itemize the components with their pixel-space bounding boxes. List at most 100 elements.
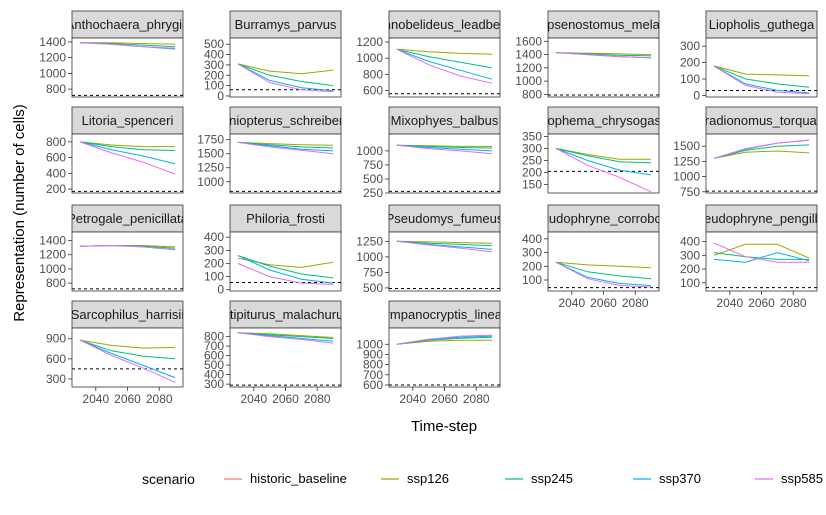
- strip-bg: [388, 10, 501, 39]
- y-tick-label: 800: [363, 358, 383, 372]
- y-tick-label: 100: [204, 79, 224, 93]
- strip-bg: [229, 204, 342, 233]
- x-tick-label: 2080: [780, 296, 807, 310]
- series-line-ssp245: [237, 141, 334, 149]
- y-tick-label: 200: [680, 262, 700, 276]
- series-line-ssp245: [237, 63, 334, 87]
- y-tick-label: 400: [522, 232, 542, 246]
- y-tick-label: 1250: [356, 234, 383, 248]
- series-line-ssp245: [237, 255, 334, 279]
- series-line-ssp370: [396, 48, 493, 80]
- y-tick-label: 100: [204, 270, 224, 284]
- plot-area: [547, 37, 660, 98]
- y-tick-label: 700: [363, 368, 383, 382]
- series-line-ssp126: [237, 63, 334, 75]
- strip-title: Petrogale_penicillata: [67, 211, 188, 226]
- series-line-ssp585: [713, 242, 810, 263]
- strip-bg: [705, 10, 818, 39]
- y-tick-label: 1000: [673, 170, 700, 184]
- series-line-ssp585: [555, 261, 652, 288]
- strip-title: Sarcophilus_harrisii: [71, 307, 185, 322]
- series-line-ssp126: [396, 240, 493, 244]
- legend-label: ssp126: [407, 471, 449, 486]
- strip-bg: [388, 300, 501, 329]
- series-line-ssp585: [396, 144, 493, 155]
- y-tick-label: 750: [680, 185, 700, 199]
- y-tick-label: 1600: [515, 34, 542, 48]
- series-line-ssp245: [713, 65, 810, 88]
- plot-area: [388, 231, 501, 292]
- y-tick-label: 1000: [39, 262, 66, 276]
- y-tick-label: 1500: [673, 139, 700, 153]
- strip-title: Miniopterus_schreibersii: [215, 113, 355, 128]
- panels-group: Anthochaera_phrygia800100012001400Burram…: [39, 10, 818, 406]
- legend-item-historic-baseline: historic_baseline: [224, 471, 347, 486]
- x-tick-label: 2060: [114, 392, 141, 406]
- x-tick-label: 2080: [463, 392, 490, 406]
- series-line-ssp126: [237, 141, 334, 146]
- x-tick-label: 2040: [716, 296, 743, 310]
- legend: scenario historic_baseline ssp126 ssp245 ss…: [142, 471, 823, 487]
- y-tick-label: 1200: [39, 51, 66, 65]
- y-tick-label: 1200: [39, 248, 66, 262]
- plot-area: [71, 231, 184, 292]
- y-tick-label: 200: [204, 256, 224, 270]
- panel-gymnobelideus-leadbeateri: Gymnobelideus_leadbeateri 600 800 1000 1200: [356, 10, 501, 98]
- y-tick-label: 1200: [356, 35, 383, 49]
- x-tick-label: 2040: [82, 392, 109, 406]
- strip-title: Pseudomys_fumeus: [386, 211, 504, 226]
- y-tick-label: 300: [522, 246, 542, 260]
- x-tick-label: 2060: [272, 392, 299, 406]
- series-line-ssp245: [713, 144, 810, 159]
- strip-bg: [705, 106, 818, 135]
- series-line-ssp370: [79, 141, 176, 165]
- y-tick-label: 0: [693, 88, 700, 102]
- x-tick-label: 2040: [399, 392, 426, 406]
- legend-item-ssp245: ssp245: [505, 471, 573, 486]
- series-line-ssp370: [396, 144, 493, 152]
- y-tick-label: 400: [204, 230, 224, 244]
- legend-label: ssp245: [531, 471, 573, 486]
- series-line-ssp370: [713, 252, 810, 263]
- series-line-ssp126: [79, 141, 176, 148]
- x-tick-label: 2040: [558, 296, 585, 310]
- series-line-ssp370: [713, 65, 810, 94]
- series-line-ssp585: [555, 52, 652, 59]
- series-line-ssp245: [555, 261, 652, 280]
- series-line-ssp585: [396, 334, 493, 345]
- y-tick-label: 800: [363, 67, 383, 81]
- y-tick-label: 1000: [356, 51, 383, 65]
- y-tick-label: 1200: [515, 61, 542, 75]
- y-tick-label: 200: [522, 259, 542, 273]
- y-tick-label: 100: [680, 72, 700, 86]
- series-line-ssp370: [237, 141, 334, 152]
- y-tick-label: 250: [522, 153, 542, 167]
- y-tick-label: 400: [204, 48, 224, 62]
- series-line-ssp245: [713, 252, 810, 260]
- y-tick-label: 1250: [197, 161, 224, 175]
- series-line-ssp245: [79, 141, 176, 151]
- y-tick-label: 750: [363, 265, 383, 279]
- panel-sarcophilus-harrisii: Sarcophilus_harrisii 300 600 900 2040 2060 208…: [46, 300, 185, 406]
- series-line-ssp585: [237, 263, 334, 285]
- y-tick-label: 300: [204, 243, 224, 257]
- strip-title: Liopholis_guthega: [709, 17, 815, 32]
- series-line-ssp585: [555, 147, 652, 193]
- series-line-ssp126: [555, 261, 652, 269]
- plot-area: [388, 37, 501, 98]
- strip-bg: [388, 204, 501, 233]
- y-tick-label: 1400: [39, 35, 66, 49]
- y-tick-label: 700: [204, 339, 224, 353]
- plot-area: [705, 231, 818, 292]
- series-line-ssp126: [396, 48, 493, 55]
- plot-area: [547, 133, 660, 194]
- x-tick-label: 2080: [304, 392, 331, 406]
- y-tick-label: 900: [363, 347, 383, 361]
